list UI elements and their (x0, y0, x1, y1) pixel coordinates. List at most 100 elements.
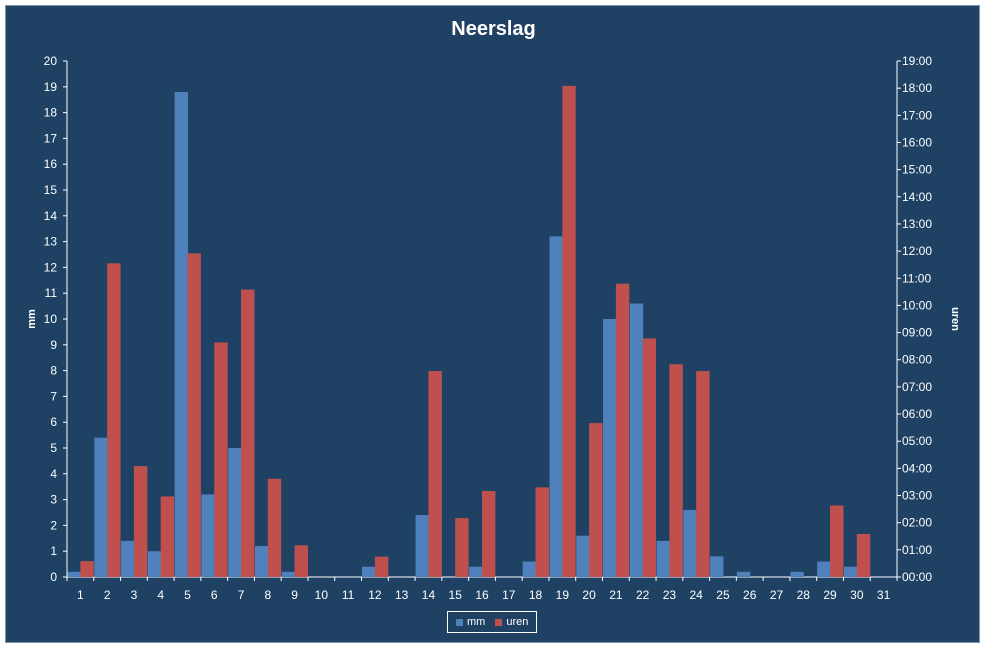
x-tick-label: 18 (529, 588, 543, 602)
y2-tick-label: 04:00 (902, 461, 932, 475)
bar-mm (228, 448, 242, 577)
bar-mm (736, 571, 751, 577)
x-tick-label: 17 (502, 588, 516, 602)
bar-mm (629, 303, 644, 577)
bar-mm (281, 571, 296, 577)
bar-mm (817, 561, 831, 577)
x-tick-label: 13 (395, 588, 409, 602)
y2-tick-label: 19:00 (902, 54, 932, 68)
x-tick-label: 10 (315, 588, 329, 602)
bar-mm (415, 515, 429, 577)
y2-tick-label: 02:00 (902, 516, 932, 530)
y2-tick-label: 11:00 (902, 271, 931, 285)
bar-uren (374, 556, 389, 577)
x-tick-label: 20 (582, 588, 596, 602)
y-tick-label: 18 (44, 106, 58, 120)
x-tick-label: 26 (743, 588, 757, 602)
y-tick-label: 4 (50, 467, 57, 481)
y-tick-label: 10 (44, 312, 58, 326)
x-tick-label: 16 (475, 588, 489, 602)
bar-mm (843, 566, 858, 577)
bar-uren (856, 534, 871, 577)
legend-swatch-uren (495, 618, 503, 626)
bar-uren (187, 253, 201, 578)
bar-uren (615, 283, 630, 577)
y2-tick-label: 14:00 (902, 190, 932, 204)
y2-tick-label: 15:00 (902, 163, 932, 177)
x-tick-label: 6 (211, 588, 218, 602)
bar-mm (121, 540, 135, 577)
y2-tick-label: 16:00 (902, 135, 932, 149)
x-tick-label: 9 (291, 588, 298, 602)
legend: mm uren (447, 611, 538, 633)
y2-tick-label: 05:00 (902, 434, 932, 448)
legend-entry-mm: mm (456, 616, 485, 628)
legend-label-mm: mm (467, 616, 486, 628)
x-tick-label: 24 (690, 588, 704, 602)
bar-uren (133, 466, 148, 577)
bar-mm (576, 535, 590, 577)
y-tick-label: 20 (44, 54, 58, 68)
x-tick-label: 19 (556, 588, 570, 602)
y-axis-title: mm (26, 309, 38, 329)
x-tick-label: 11 (342, 588, 355, 602)
y-tick-label: 12 (44, 260, 58, 274)
bar-uren (428, 371, 442, 577)
x-tick-label: 3 (131, 588, 138, 602)
y2-tick-label: 12:00 (902, 244, 932, 258)
x-tick-label: 5 (184, 588, 191, 602)
bar-uren (160, 496, 175, 577)
legend-entry-uren: uren (495, 616, 528, 628)
bar-mm (522, 561, 537, 577)
bar-mm (790, 571, 804, 577)
x-tick-label: 2 (104, 588, 111, 602)
x-tick-label: 30 (850, 588, 864, 602)
legend-swatch-mm (456, 618, 463, 626)
bar-uren (589, 423, 603, 577)
bar-uren (214, 342, 228, 577)
y-tick-label: 5 (50, 441, 57, 455)
bar-mm (683, 509, 697, 577)
y2-tick-label: 03:00 (902, 489, 932, 503)
bar-uren (294, 545, 308, 577)
tick-labels: 0123456789101112131415161718192000:0001:… (26, 54, 961, 602)
y-tick-label: 14 (44, 209, 58, 223)
y-tick-label: 0 (50, 570, 57, 584)
y2-tick-label: 13:00 (902, 217, 932, 231)
y-tick-label: 13 (44, 235, 58, 249)
chart-title: Neerslag (451, 18, 536, 40)
y-tick-label: 1 (50, 544, 57, 558)
y-tick-label: 6 (50, 415, 57, 429)
x-tick-label: 28 (797, 588, 811, 602)
y-tick-label: 7 (50, 389, 57, 403)
bar-mm (254, 546, 269, 577)
bar-uren (562, 85, 576, 577)
bar-uren (830, 505, 844, 577)
bar-uren (80, 561, 94, 577)
y-tick-label: 16 (44, 157, 58, 171)
bar-mm (67, 571, 81, 577)
x-tick-label: 21 (609, 588, 623, 602)
bar-uren (267, 478, 282, 577)
x-tick-label: 25 (716, 588, 730, 602)
x-tick-label: 1 (77, 588, 84, 602)
y2-tick-label: 07:00 (902, 380, 932, 394)
y-tick-label: 15 (44, 183, 58, 197)
bar-mm (656, 540, 670, 577)
x-tick-label: 4 (157, 588, 164, 602)
bar-mm (469, 566, 483, 577)
bar-mm (362, 566, 376, 577)
bar-mm (94, 437, 108, 577)
y2-tick-label: 17:00 (902, 108, 932, 122)
y-tick-label: 19 (44, 80, 58, 94)
y-tick-label: 17 (44, 131, 58, 145)
y2-tick-label: 08:00 (902, 353, 932, 367)
x-tick-label: 12 (368, 588, 382, 602)
y2-tick-label: 10:00 (902, 298, 932, 312)
x-tick-label: 31 (877, 588, 891, 602)
bar-uren (107, 263, 121, 577)
y2-tick-label: 00:00 (902, 570, 932, 584)
y-tick-label: 2 (50, 518, 57, 532)
bar-mm (710, 556, 724, 577)
y2-tick-label: 01:00 (902, 543, 932, 557)
